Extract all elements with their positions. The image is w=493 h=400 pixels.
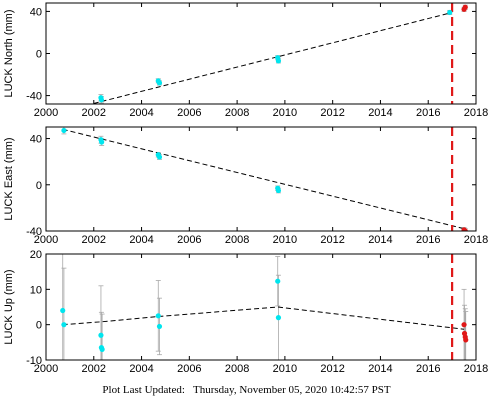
y-axis-label: LUCK Up (mm) xyxy=(3,269,15,344)
y-tick-label: 0 xyxy=(36,49,42,61)
y-tick-label: 20 xyxy=(30,249,42,261)
x-tick-label: 2002 xyxy=(82,363,106,375)
plot-frame xyxy=(45,253,477,361)
trend-line xyxy=(62,128,465,230)
x-tick-label: 2010 xyxy=(273,234,297,246)
y-tick-label: 0 xyxy=(36,320,42,332)
x-tick-label: 2002 xyxy=(82,234,106,246)
data-point xyxy=(447,9,453,16)
x-tick-label: 2006 xyxy=(177,363,201,375)
x-tick-label: 2006 xyxy=(177,234,201,246)
x-tick-label: 2012 xyxy=(320,363,344,375)
x-tick-label: 2008 xyxy=(225,234,249,246)
recent-data-point xyxy=(463,337,469,343)
x-tick-label: 2000 xyxy=(34,363,58,375)
data-point xyxy=(99,346,105,352)
recent-data-point xyxy=(461,322,467,328)
x-tick-label: 2012 xyxy=(320,234,344,246)
data-point xyxy=(275,315,282,321)
x-tick-label: 2000 xyxy=(34,107,58,119)
data-point xyxy=(60,307,66,314)
footer-timestamp: Thursday, November 05, 2020 10:42:57 PST xyxy=(192,384,391,396)
data-point xyxy=(275,278,281,284)
x-tick-label: 2018 xyxy=(464,363,488,375)
x-tick-label: 2002 xyxy=(82,107,106,119)
x-tick-label: 2004 xyxy=(129,234,153,246)
x-tick-label: 2010 xyxy=(273,107,297,119)
panel-2: 2000 2002 2004 2006 2008 2010 2012 2014 2016 2018… xyxy=(3,126,488,246)
x-tick-label: 2014 xyxy=(368,363,392,375)
data-point xyxy=(156,154,163,160)
y-axis-label: LUCK North (mm) xyxy=(3,9,15,97)
panel-1: 2000 2002 2004 2006 2008 2010 2012 2014 2016 2018… xyxy=(3,2,488,119)
data-point xyxy=(99,139,105,145)
x-tick-label: 2004 xyxy=(129,363,153,375)
plot-frame xyxy=(45,2,477,105)
y-tick-label: 40 xyxy=(30,6,42,18)
panel-3: 2000 2002 2004 2006 2008 2010 2012 2014 2016 2018… xyxy=(3,249,488,375)
x-tick-label: 2004 xyxy=(129,107,153,119)
plot-frame xyxy=(45,126,477,232)
x-tick-label: 2014 xyxy=(368,234,392,246)
y-tick-label: -40 xyxy=(26,226,42,238)
data-point xyxy=(98,97,105,103)
data-point xyxy=(275,187,282,194)
data-point xyxy=(61,322,67,328)
trend-line xyxy=(62,306,465,330)
plot-area xyxy=(60,254,469,360)
x-tick-label: 2018 xyxy=(464,234,488,246)
recent-data-point xyxy=(462,228,468,231)
data-point xyxy=(156,323,163,330)
data-point xyxy=(155,313,161,319)
y-tick-label: 0 xyxy=(36,180,42,192)
trend-line xyxy=(89,11,453,104)
plot-updated-footer: Plot Last Updated: Thursday, November 05… xyxy=(0,384,493,396)
plot-area xyxy=(61,3,468,114)
y-tick-label: 40 xyxy=(30,134,42,146)
x-tick-label: 2006 xyxy=(177,107,201,119)
x-tick-label: 2012 xyxy=(320,107,344,119)
data-point xyxy=(156,80,163,86)
y-axis-label: LUCK East (mm) xyxy=(3,137,15,220)
x-tick-label: 2014 xyxy=(368,107,392,119)
x-tick-label: 2016 xyxy=(416,234,440,246)
x-tick-label: 2016 xyxy=(416,363,440,375)
recent-data-point xyxy=(462,4,468,10)
data-point xyxy=(63,109,68,114)
y-tick-label: -40 xyxy=(26,91,42,103)
footer-label: Plot Last Updated: xyxy=(102,384,185,396)
data-point xyxy=(275,58,282,64)
x-tick-label: 2016 xyxy=(416,107,440,119)
y-tick-label: -10 xyxy=(26,355,42,367)
plot-area xyxy=(61,127,468,231)
x-tick-label: 2010 xyxy=(273,363,297,375)
x-tick-label: 2008 xyxy=(225,363,249,375)
y-tick-label: 10 xyxy=(30,284,42,296)
data-point xyxy=(61,106,66,111)
data-point xyxy=(61,127,67,134)
x-tick-label: 2018 xyxy=(464,107,488,119)
data-point xyxy=(98,332,104,338)
x-tick-label: 2000 xyxy=(34,234,58,246)
x-tick-label: 2008 xyxy=(225,107,249,119)
